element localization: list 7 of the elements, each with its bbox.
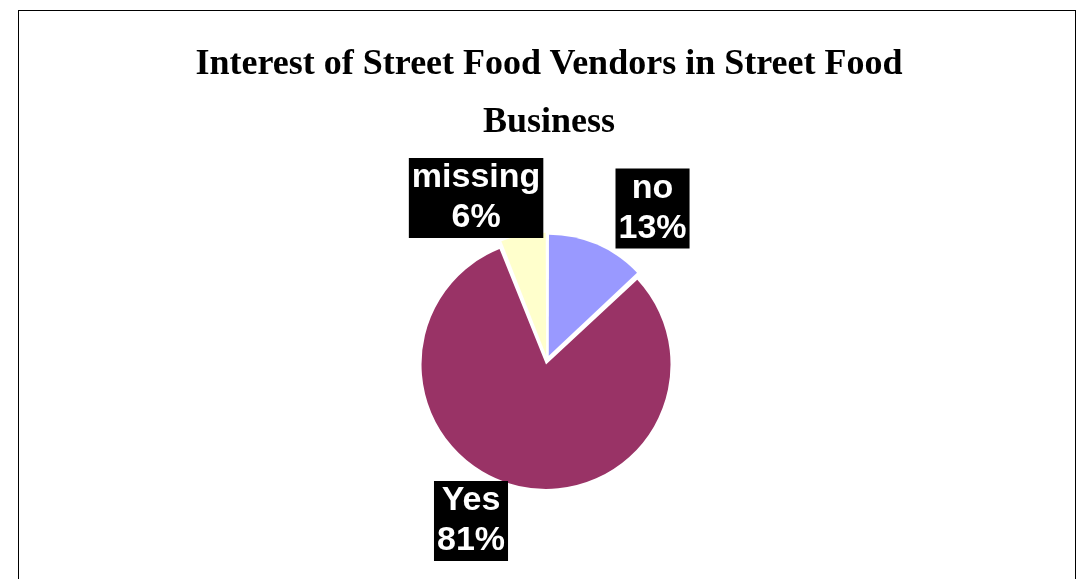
slice-label: no xyxy=(631,166,674,205)
slice-label: missing xyxy=(411,156,541,195)
data-label: 6% xyxy=(451,196,501,235)
slice-label: Yes xyxy=(441,479,501,518)
data-label: 81% xyxy=(436,519,506,558)
chart-title: Interest of Street Food Vendors in Street Food Business xyxy=(194,41,904,142)
data-label: 13% xyxy=(618,206,687,245)
